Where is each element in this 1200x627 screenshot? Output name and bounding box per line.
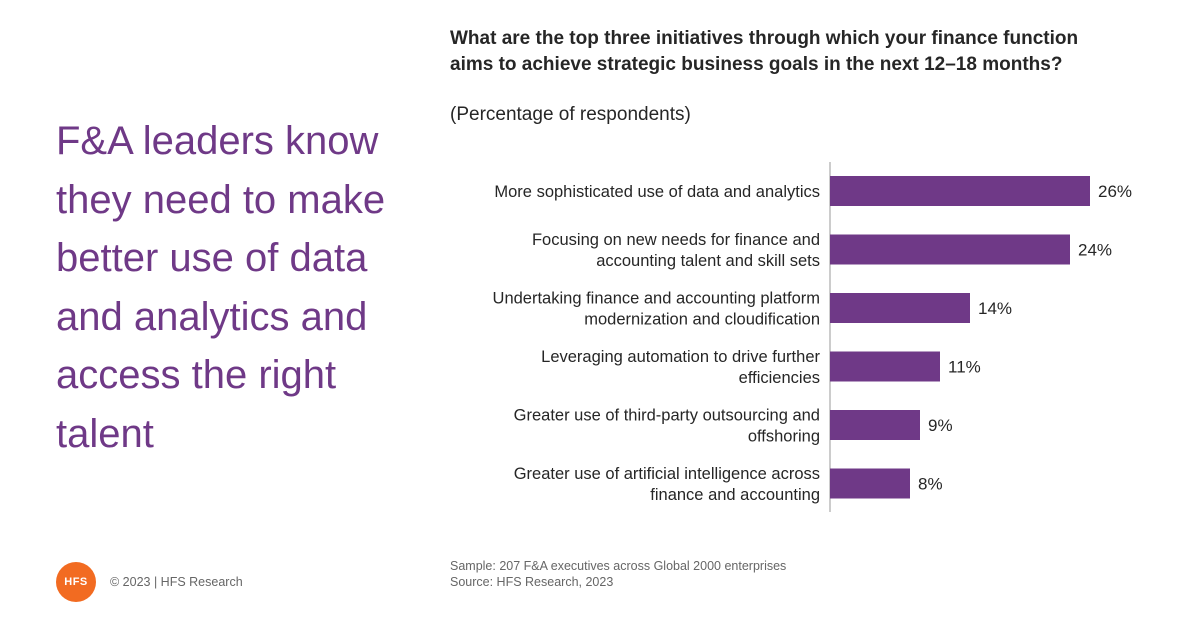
chart-title: What are the top three initiatives throu…	[450, 28, 1079, 75]
headline: F&A leaders know they need to make bette…	[56, 119, 386, 456]
bar	[830, 176, 1090, 206]
category-label: Greater use of third-party outsourcing a…	[514, 407, 820, 446]
copyright: © 2023 | HFS Research	[110, 575, 243, 589]
bar	[830, 468, 910, 499]
hfs-logo: HFS	[56, 562, 96, 602]
bar	[830, 293, 970, 323]
bar	[830, 234, 1070, 265]
bar	[830, 410, 920, 440]
value-label: 8%	[918, 475, 943, 494]
category-label: Leveraging automation to drive further ef…	[541, 348, 820, 387]
value-label: 9%	[928, 416, 953, 435]
value-label: 26%	[1098, 182, 1132, 201]
footnote: Sample: 207 F&A executives across Global…	[450, 558, 786, 590]
bar	[830, 351, 940, 382]
category-label: Undertaking finance and accounting platf…	[493, 290, 820, 329]
category-label: Focusing on new needs for finance and acc…	[532, 231, 820, 270]
category-label: Greater use of artificial intelligence a…	[514, 465, 820, 504]
logo-text: HFS	[64, 576, 88, 588]
value-label: 11%	[948, 358, 981, 377]
category-label: More sophisticated use of data and analy…	[494, 183, 820, 201]
chart-subtitle: (Percentage of respondents)	[450, 104, 691, 125]
source-note: Source: HFS Research, 2023	[450, 575, 614, 589]
sample-note: Sample: 207 F&A executives across Global…	[450, 559, 787, 573]
value-label: 14%	[978, 299, 1012, 318]
value-label: 24%	[1078, 241, 1112, 260]
